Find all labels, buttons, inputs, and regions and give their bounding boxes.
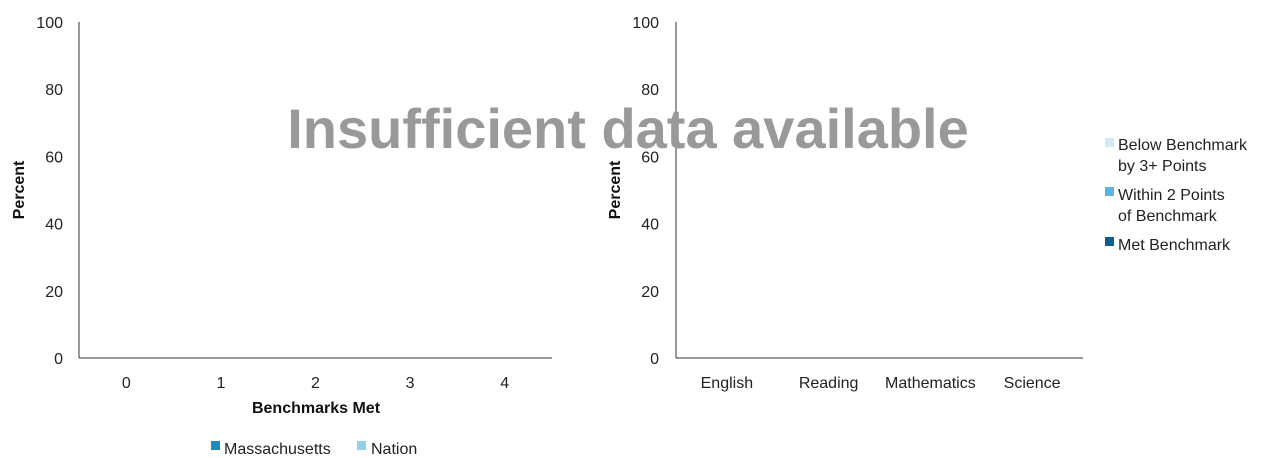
legend-label-nation: Nation — [371, 441, 417, 458]
insufficient-data-message: Insufficient data available — [287, 97, 969, 160]
right-y-tick-label: 20 — [641, 284, 659, 301]
right-x-tick-label: English — [701, 375, 753, 392]
right-x-tick-label: Science — [1004, 375, 1061, 392]
left-y-tick-label: 80 — [45, 82, 63, 99]
left-chart: 0 20 40 60 80 100 0 1 2 3 4 Percent Benchmarks Me… — [11, 15, 552, 458]
legend-label-within-2-points-line2: of Benchmark — [1118, 208, 1218, 225]
legend-swatch-below-benchmark — [1105, 138, 1114, 147]
right-y-tick-label: 40 — [641, 217, 659, 234]
left-x-tick-label: 4 — [500, 375, 509, 392]
right-x-ticks: English Reading Mathematics Science — [701, 375, 1061, 392]
legend-swatch-met-benchmark — [1105, 237, 1114, 246]
left-x-tick-label: 3 — [406, 375, 415, 392]
legend-label-met-benchmark: Met Benchmark — [1118, 237, 1231, 254]
left-y-axis-title: Percent — [11, 160, 28, 219]
left-y-ticks: 0 20 40 60 80 100 — [36, 15, 63, 368]
right-y-tick-label: 80 — [641, 82, 659, 99]
right-chart: 0 20 40 60 80 100 English Reading Mathematics Sc… — [607, 15, 1248, 392]
right-x-tick-label: Reading — [799, 375, 859, 392]
left-x-tick-label: 0 — [122, 375, 131, 392]
left-x-axis-title: Benchmarks Met — [252, 400, 381, 417]
left-legend: Massachusetts Nation — [211, 441, 417, 458]
left-x-tick-label: 2 — [311, 375, 320, 392]
left-y-tick-label: 60 — [45, 149, 63, 166]
right-x-tick-label: Mathematics — [885, 375, 976, 392]
left-y-tick-label: 100 — [36, 15, 63, 32]
left-x-tick-label: 1 — [216, 375, 225, 392]
right-y-tick-label: 0 — [650, 351, 659, 368]
legend-swatch-massachusetts — [211, 441, 220, 450]
legend-swatch-within-2-points — [1105, 187, 1114, 196]
legend-label-below-benchmark-line2: by 3+ Points — [1118, 158, 1207, 175]
legend-label-within-2-points-line1: Within 2 Points — [1118, 187, 1225, 204]
left-y-tick-label: 20 — [45, 284, 63, 301]
right-y-ticks: 0 20 40 60 80 100 — [632, 15, 659, 368]
left-x-ticks: 0 1 2 3 4 — [122, 375, 509, 392]
legend-label-massachusetts: Massachusetts — [224, 441, 331, 458]
legend-label-below-benchmark-line1: Below Benchmark — [1118, 137, 1248, 154]
right-y-tick-label: 100 — [632, 15, 659, 32]
right-legend: Below Benchmark by 3+ Points Within 2 Po… — [1105, 137, 1248, 254]
right-y-tick-label: 60 — [641, 149, 659, 166]
right-y-axis-title: Percent — [607, 160, 624, 219]
legend-swatch-nation — [357, 441, 366, 450]
left-y-tick-label: 0 — [54, 351, 63, 368]
left-y-tick-label: 40 — [45, 217, 63, 234]
